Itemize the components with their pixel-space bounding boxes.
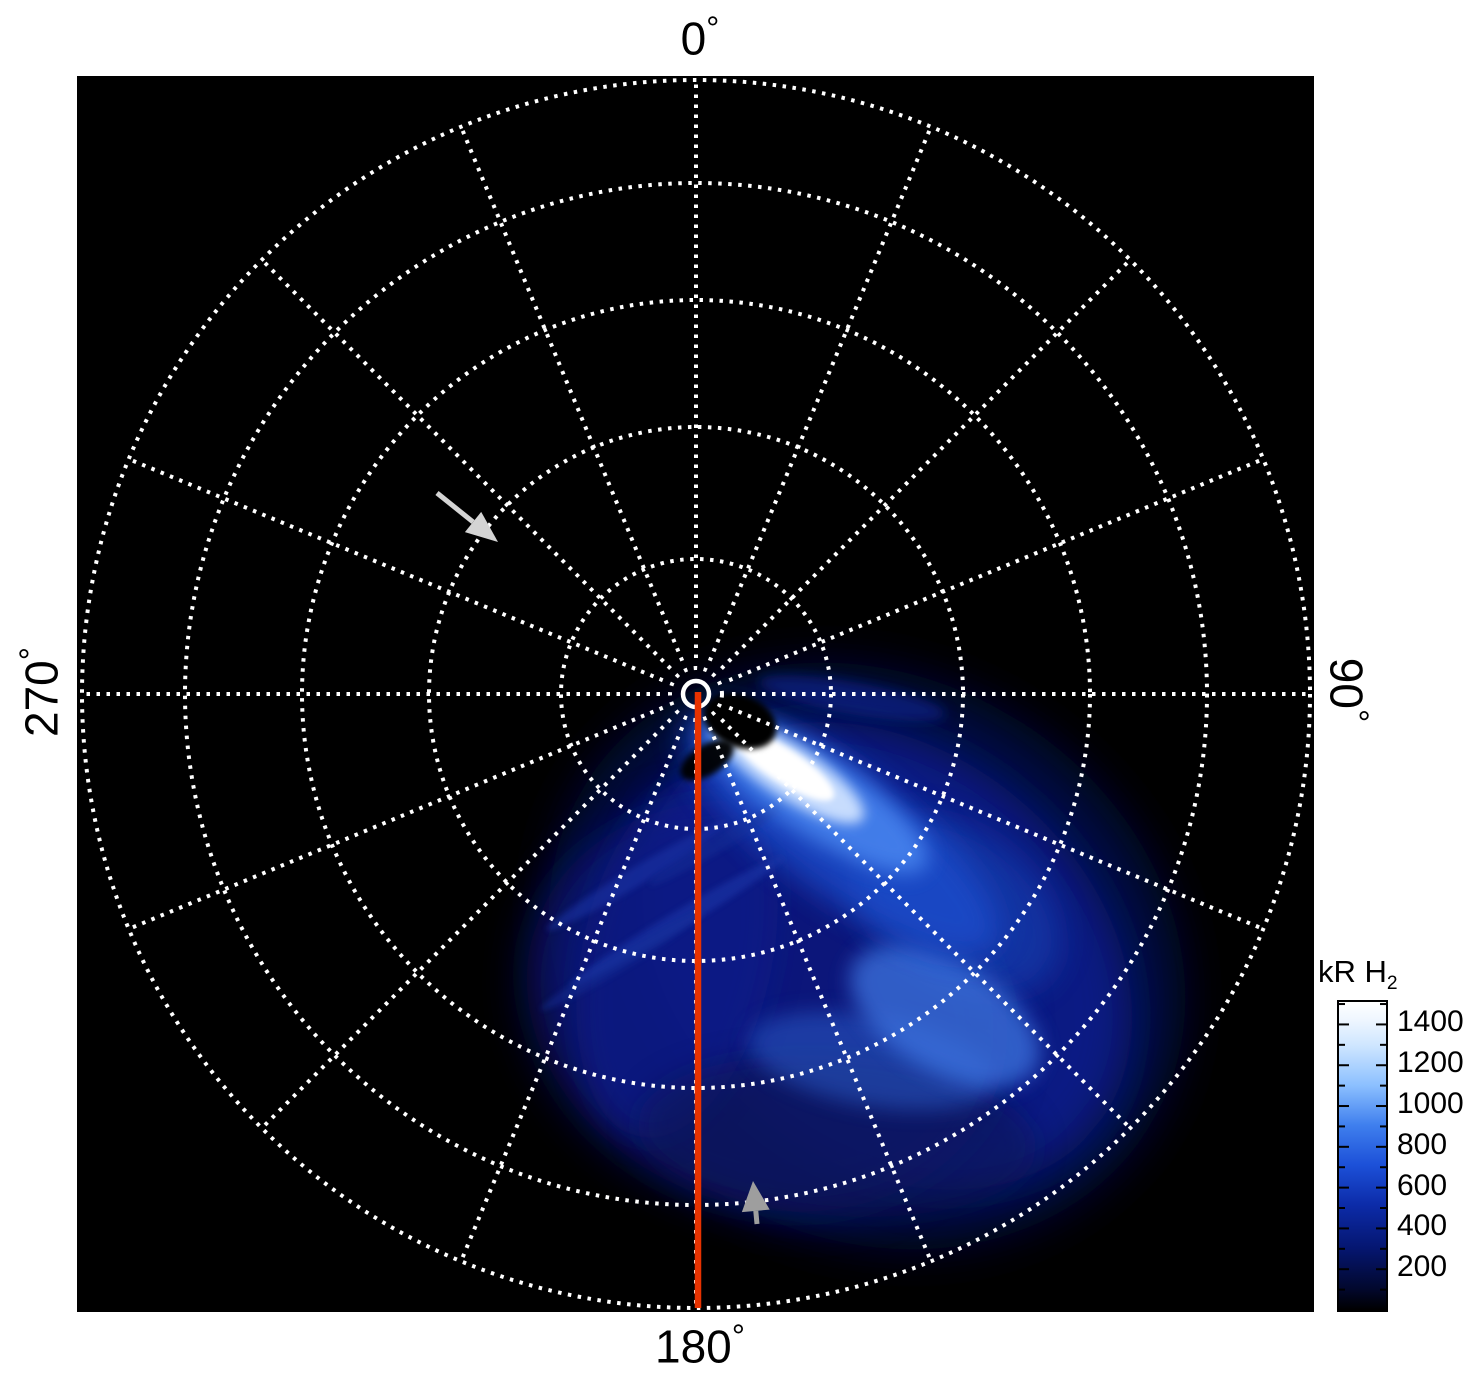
colorbar-tick-label: 400	[1397, 1209, 1448, 1243]
colorbar-gradient	[1339, 1002, 1386, 1310]
polar-plot-area	[77, 76, 1314, 1312]
auroral-emission	[526, 662, 1186, 1250]
colorbar-title-subscript: 2	[1386, 973, 1398, 995]
annotation-arrows	[435, 491, 770, 1225]
annotation-arrow-northwest-head	[464, 511, 498, 542]
emission-layer	[703, 693, 777, 749]
graticule-radial-line	[707, 125, 933, 662]
emission-layer	[576, 773, 778, 1139]
angle-label-270: 270°	[13, 647, 68, 737]
colorbar: kR H2 1400 1200 1000 800 600 400 200	[1316, 956, 1481, 1360]
angle-label-0: 0°	[680, 10, 720, 65]
graticule-ring	[80, 78, 1312, 1310]
graticule-radial-line	[459, 125, 685, 662]
graticule-radial-line	[728, 705, 1265, 931]
graticule-radial-line	[127, 705, 664, 931]
graticule-ring	[300, 298, 1092, 1090]
graticule-radial-line	[260, 258, 672, 670]
annotation-arrow-northwest-shaft	[435, 491, 475, 524]
colorbar-ticks	[1339, 1003, 1386, 1291]
degree-symbol: °	[1337, 708, 1375, 723]
graticule-radial-line	[459, 726, 685, 1263]
emission-layer	[546, 821, 728, 931]
degree-symbol: °	[13, 647, 51, 661]
emission-layer	[540, 911, 704, 1011]
graticule-radial-line	[728, 457, 1265, 683]
colorbar-gradient-bar	[1337, 1000, 1388, 1312]
graticule-radial-line	[707, 726, 933, 1263]
annotation-arrow-south-shaft	[753, 1210, 760, 1225]
angle-label-90: 90°	[1320, 657, 1375, 723]
degree-symbol: °	[706, 10, 720, 48]
emission-layer	[680, 739, 734, 781]
emission-layer	[758, 675, 946, 721]
colorbar-title: kR H2	[1318, 954, 1398, 995]
colorbar-tick-label: 1200	[1397, 1046, 1464, 1080]
graticule-radial-line	[260, 718, 672, 1130]
polar-map	[80, 78, 1312, 1310]
degree-symbol: °	[731, 1318, 745, 1356]
graticule-radial-line	[127, 457, 664, 683]
annotation-arrow-south-head	[741, 1181, 770, 1213]
graticule-radial-line	[720, 718, 1132, 1130]
emission-layer	[649, 796, 795, 886]
emission-layer	[850, 945, 1040, 1087]
graticule-radial-line	[720, 258, 1132, 670]
colorbar-tick-label: 1000	[1397, 1087, 1464, 1121]
colorbar-tick-label: 1400	[1397, 1005, 1464, 1039]
colorbar-tick-label: 600	[1397, 1168, 1448, 1202]
angle-label-180: 180°	[655, 1318, 745, 1373]
colorbar-tick-label: 800	[1397, 1127, 1448, 1161]
colorbar-tick-label: 200	[1397, 1250, 1448, 1284]
